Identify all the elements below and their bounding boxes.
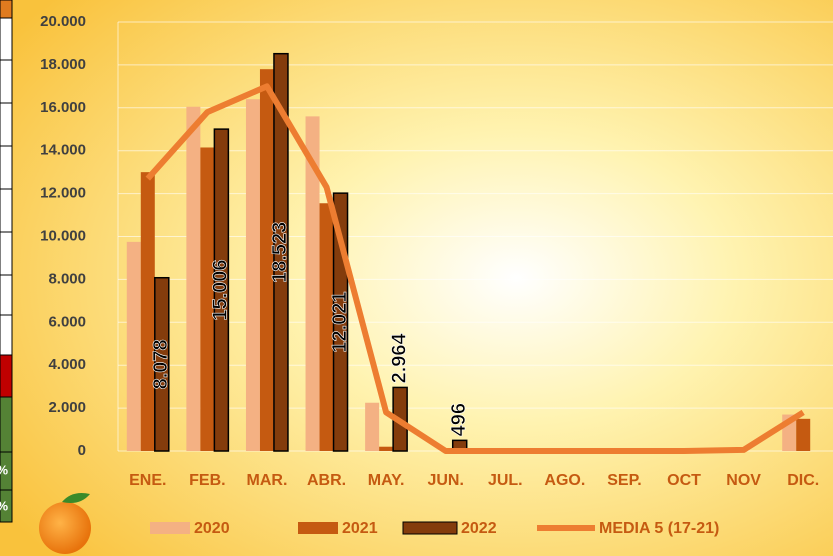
data-label: 12.021 <box>329 291 351 352</box>
y-tick-label: 8.000 <box>48 270 86 287</box>
chart: % % 0 2.000 4.000 6.000 8.000 10.000 12.000 14.… <box>0 0 833 556</box>
side-label: % <box>0 498 8 513</box>
x-tick-label: MAR. <box>247 472 288 489</box>
bar <box>127 242 141 451</box>
legend-label: 2020 <box>194 520 230 537</box>
data-label: 2.964 <box>388 332 410 383</box>
legend-label: 2021 <box>342 520 378 537</box>
bar <box>379 447 393 451</box>
bar <box>365 403 379 451</box>
data-label: 8.078 <box>150 339 172 389</box>
side-label: % <box>0 462 8 477</box>
x-tick-label: SEP. <box>607 472 641 489</box>
y-tick-label: 2.000 <box>48 399 86 416</box>
bar <box>796 419 810 451</box>
legend-label: MEDIA 5 (17-21) <box>599 520 719 537</box>
x-tick-label: MAY. <box>368 472 405 489</box>
bar <box>246 99 260 451</box>
side-table: % % <box>0 0 12 522</box>
legend-swatch <box>298 522 338 534</box>
x-tick-label: NOV <box>726 472 761 489</box>
y-tick-label: 12.000 <box>40 185 86 202</box>
data-label: 18.523 <box>269 222 291 283</box>
x-tick-label: DIC. <box>787 472 819 489</box>
y-tick-label: 6.000 <box>48 313 86 330</box>
y-tick-label: 0 <box>78 442 86 459</box>
x-tick-label: ENE. <box>129 472 166 489</box>
bar <box>141 172 155 451</box>
x-tick-label: FEB. <box>189 472 225 489</box>
y-tick-label: 18.000 <box>40 56 86 73</box>
y-tick-label: 16.000 <box>40 99 86 116</box>
bar <box>186 107 200 451</box>
x-tick-label: JUN. <box>427 472 463 489</box>
data-label: 15.006 <box>210 259 232 320</box>
x-tick-label: ABR. <box>307 472 346 489</box>
y-tick-label: 14.000 <box>40 142 86 159</box>
legend-swatch <box>150 522 190 534</box>
x-tick-label: JUL. <box>488 472 523 489</box>
y-tick-label: 4.000 <box>48 356 86 373</box>
x-tick-label: OCT <box>667 472 701 489</box>
data-label: 496 <box>448 403 470 436</box>
background <box>0 0 833 556</box>
legend-swatch <box>403 522 457 534</box>
x-tick-label: AGO. <box>544 472 585 489</box>
y-tick-label: 20.000 <box>40 13 86 30</box>
y-tick-label: 10.000 <box>40 227 86 244</box>
legend-label: 2022 <box>461 520 497 537</box>
